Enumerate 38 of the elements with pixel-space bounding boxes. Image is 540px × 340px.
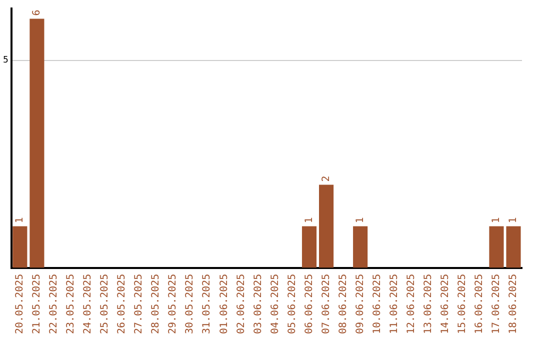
- x-tick-label: 26.05.2025: [116, 274, 128, 334]
- x-tick-label: 09.06.2025: [354, 274, 366, 334]
- x-tick-label: 14.06.2025: [440, 274, 452, 334]
- data-label: 6: [32, 10, 43, 16]
- x-tick-label: 28.05.2025: [150, 274, 162, 334]
- data-label: 2: [320, 176, 332, 182]
- x-tick-label: 13.06.2025: [422, 274, 434, 334]
- x-tick-label: 08.06.2025: [338, 274, 349, 334]
- x-tick-label: 01.06.2025: [218, 274, 230, 334]
- x-tick-label: 22.05.2025: [48, 274, 60, 334]
- x-tick-label: 17.06.2025: [491, 274, 502, 334]
- x-tick-label: 10.06.2025: [372, 274, 383, 334]
- x-tick-label: 24.05.2025: [82, 274, 94, 334]
- data-label: 1: [14, 217, 26, 224]
- x-tick-label: 12.06.2025: [406, 274, 417, 334]
- x-tick-label: 23.05.2025: [66, 274, 77, 334]
- x-tick-label: 20.05.2025: [14, 274, 26, 334]
- x-tick-label: 31.05.2025: [202, 274, 213, 334]
- x-tick-label: 16.06.2025: [474, 274, 486, 334]
- x-tick-label: 04.06.2025: [270, 274, 281, 334]
- x-tick-label: 25.05.2025: [100, 274, 111, 334]
- data-label: 1: [354, 217, 366, 224]
- x-tick-label: 06.06.2025: [304, 274, 315, 334]
- x-tick-label: 07.06.2025: [320, 274, 332, 334]
- x-tick-label: 30.05.2025: [184, 274, 196, 334]
- data-label: 1: [508, 217, 520, 224]
- x-tick-label: 02.06.2025: [236, 274, 247, 334]
- y-tick-label: 5: [2, 56, 8, 66]
- x-tick-label: 27.05.2025: [134, 274, 145, 334]
- x-tick-label: 05.06.2025: [286, 274, 298, 334]
- x-tick-label: 18.06.2025: [508, 274, 520, 334]
- x-tick-label: 21.05.2025: [32, 274, 43, 334]
- data-label: 1: [491, 217, 502, 224]
- x-tick-label: 03.06.2025: [252, 274, 264, 334]
- x-tick-label: 11.06.2025: [388, 274, 400, 334]
- x-tick-label: 29.05.2025: [168, 274, 179, 334]
- data-label: 1: [304, 217, 315, 224]
- x-tick-label: 15.06.2025: [457, 274, 468, 334]
